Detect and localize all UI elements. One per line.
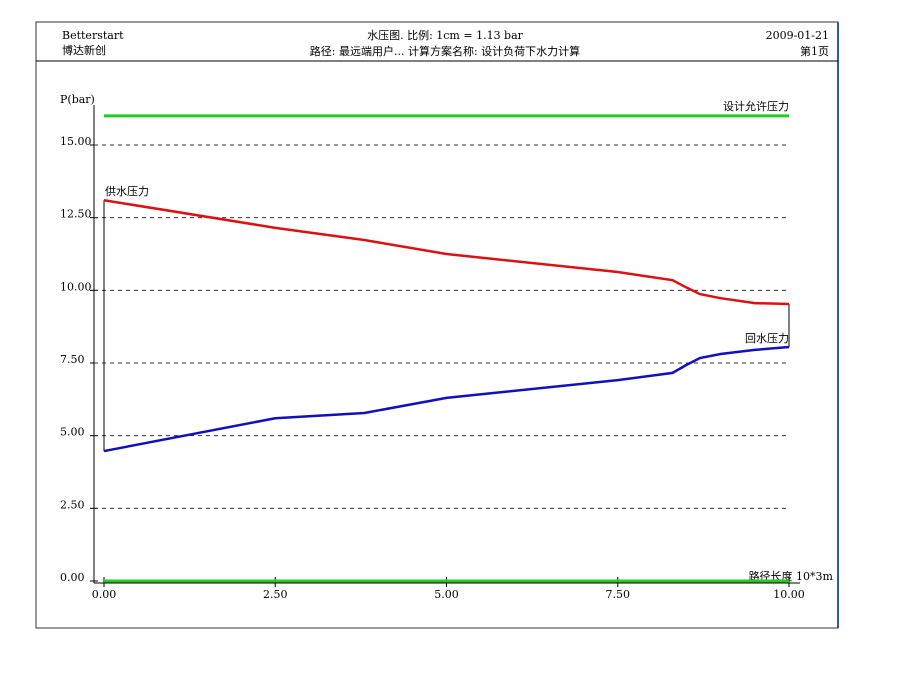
header-right: 第1页 — [800, 44, 829, 58]
y-tick-label: 10.00 — [60, 280, 92, 293]
y-tick-label: 2.50 — [60, 498, 85, 511]
series-line — [103, 198, 790, 306]
x-tick-label: 10.00 — [773, 588, 805, 601]
y-tick-label: 7.50 — [60, 353, 85, 366]
y-tick-label: 15.00 — [60, 135, 92, 148]
header-center: 水压图. 比例: 1cm = 1.13 bar — [367, 28, 524, 42]
frame — [35, 21, 839, 629]
series-line — [103, 345, 790, 453]
y-axis-label: P(bar) — [60, 93, 95, 106]
y-tick-label: 0.00 — [60, 571, 85, 584]
header-left: 博达新创 — [62, 43, 106, 57]
y-tick-label: 12.50 — [60, 208, 92, 221]
x-tick-label: 2.50 — [263, 588, 288, 601]
reference-label: 设计允许压力 — [723, 99, 789, 113]
series-label: 回水压力 — [745, 332, 789, 345]
x-tick-label: 5.00 — [434, 588, 459, 601]
y-tick-label: 5.00 — [60, 426, 85, 439]
header-left: Betterstart — [62, 29, 124, 42]
series-label: 供水压力 — [105, 184, 149, 198]
x-tick-label: 7.50 — [606, 588, 631, 601]
header-right: 2009-01-21 — [766, 29, 829, 42]
header-center: 路径: 最远端用户... 计算方案名称: 设计负荷下水力计算 — [310, 44, 580, 58]
x-tick-label: 0.00 — [92, 588, 117, 601]
